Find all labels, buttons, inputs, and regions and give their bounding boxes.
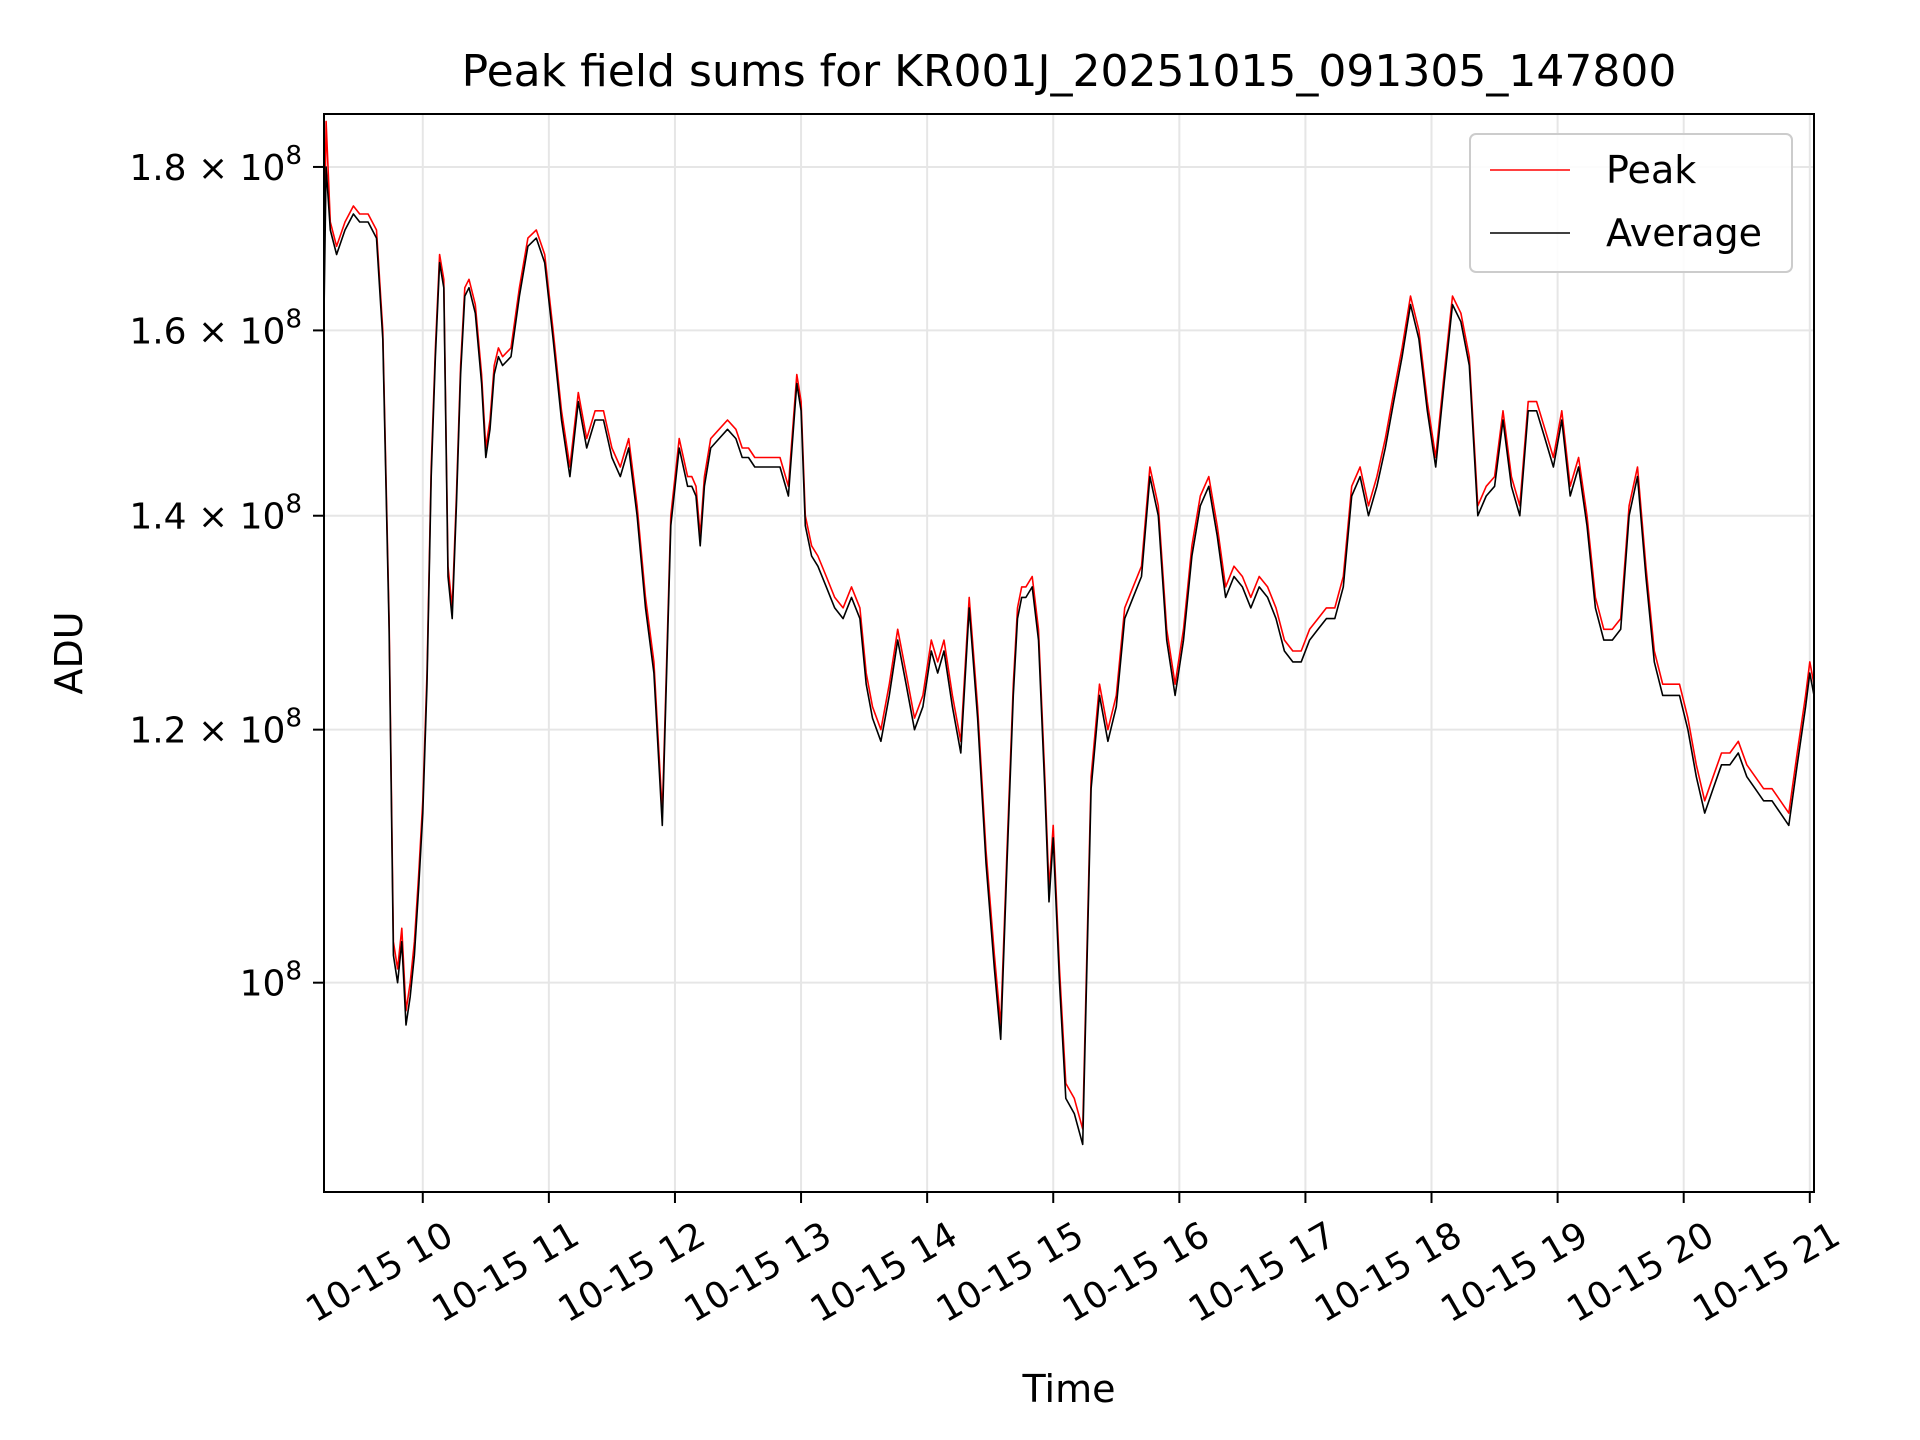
y-tick-label: 1.2 × 108 (129, 704, 302, 752)
y-tick-label: 1.8 × 108 (129, 141, 302, 189)
legend: Peak Average (1469, 133, 1793, 273)
y-axis: 108 1.2 × 108 1.4 × 108 1.6 × 108 1.8 × 108 (129, 141, 324, 1005)
y-tick-label: 108 (240, 957, 302, 1005)
y-axis-label: ADU (47, 611, 91, 694)
y-tick-label: 1.4 × 108 (129, 490, 302, 538)
legend-label-peak: Peak (1606, 148, 1696, 192)
series-line-average (324, 166, 1814, 1146)
plot-frame (323, 113, 1815, 1193)
chart-title: Peak field sums for KR001J_20251015_0913… (462, 46, 1677, 97)
legend-label-average: Average (1606, 211, 1762, 255)
legend-box (1469, 133, 1793, 273)
y-tick-label: 1.6 × 108 (129, 304, 302, 352)
plot-lines (324, 120, 1814, 1146)
x-axis-label: Time (1022, 1367, 1116, 1411)
grid-lines (324, 114, 1814, 1192)
